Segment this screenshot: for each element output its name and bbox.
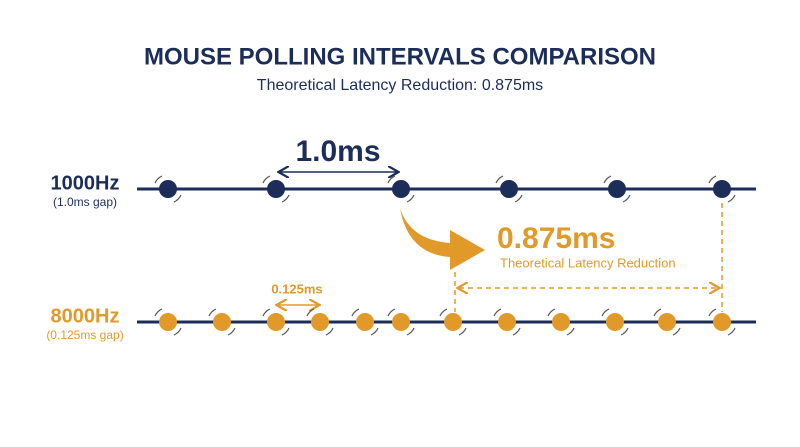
row-label: 8000Hz xyxy=(51,305,120,327)
interval-label: 0.125ms xyxy=(271,281,322,296)
poll-dot xyxy=(267,313,285,331)
vibration-mark xyxy=(493,308,521,336)
row-note: (1.0ms gap) xyxy=(53,195,117,209)
vibration-mark xyxy=(262,308,290,336)
title: MOUSE POLLING INTERVALS COMPARISON xyxy=(144,43,656,70)
interval-label: 1.0ms xyxy=(295,135,380,168)
poll-dot xyxy=(606,313,624,331)
vibration-mark xyxy=(351,308,379,336)
vibration-mark xyxy=(601,308,629,336)
poll-dot xyxy=(552,313,570,331)
poll-dot xyxy=(356,313,374,331)
vibration-mark xyxy=(495,175,523,203)
row-label: 1000Hz xyxy=(51,172,120,194)
poll-dot xyxy=(392,180,410,198)
callout-value: 0.875ms xyxy=(497,222,615,255)
callout-caption: Theoretical Latency Reduction xyxy=(500,255,676,270)
poll-dot xyxy=(267,180,285,198)
vibration-mark xyxy=(547,308,575,336)
poll-dot xyxy=(311,313,329,331)
vibration-mark xyxy=(306,308,334,336)
row-note: (0.125ms gap) xyxy=(46,328,123,342)
vibration-mark xyxy=(262,175,290,203)
poll-dot xyxy=(500,180,518,198)
vibration-mark xyxy=(208,308,236,336)
vibration-mark xyxy=(154,175,182,203)
callout-arrow xyxy=(400,208,485,270)
poll-dot xyxy=(713,180,731,198)
vibration-mark xyxy=(387,308,415,336)
poll-dot xyxy=(658,313,676,331)
vibration-mark xyxy=(154,308,182,336)
vibration-mark xyxy=(708,308,736,336)
vibration-mark xyxy=(387,175,415,203)
poll-dot xyxy=(444,313,462,331)
poll-dot xyxy=(159,313,177,331)
poll-dot xyxy=(159,180,177,198)
vibration-mark xyxy=(439,308,467,336)
poll-dot xyxy=(608,180,626,198)
poll-dot xyxy=(213,313,231,331)
vibration-mark xyxy=(603,175,631,203)
poll-dot xyxy=(498,313,516,331)
poll-dot xyxy=(392,313,410,331)
vibration-mark xyxy=(708,175,736,203)
poll-dot xyxy=(713,313,731,331)
subtitle: Theoretical Latency Reduction: 0.875ms xyxy=(257,77,543,94)
vibration-mark xyxy=(653,308,681,336)
